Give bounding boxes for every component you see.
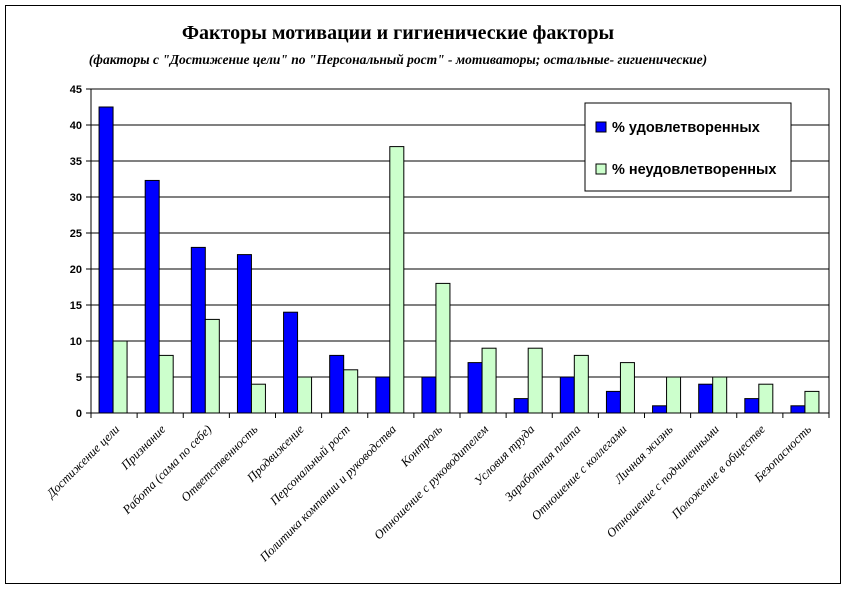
legend: % удовлетворенных % неудовлетворенных bbox=[584, 102, 792, 192]
bar-dissatisfied bbox=[619, 362, 635, 414]
bar-satisfied bbox=[605, 390, 621, 414]
bar-satisfied bbox=[236, 254, 252, 414]
bar-dissatisfied bbox=[343, 369, 359, 414]
bar-dissatisfied bbox=[389, 146, 405, 414]
bar-satisfied bbox=[652, 405, 668, 414]
legend-label: % удовлетворенных bbox=[612, 120, 760, 136]
bar-satisfied bbox=[790, 405, 806, 414]
y-tick-label: 30 bbox=[70, 192, 82, 204]
category-label: Ответственность bbox=[178, 422, 260, 504]
y-tick-label: 35 bbox=[70, 156, 82, 168]
bar-dissatisfied bbox=[204, 318, 220, 414]
y-tick-label: 20 bbox=[70, 264, 82, 276]
bar-dissatisfied bbox=[112, 340, 128, 414]
bar-dissatisfied bbox=[250, 383, 266, 414]
bar-dissatisfied bbox=[158, 354, 174, 414]
y-tick-label: 45 bbox=[70, 84, 82, 96]
legend-label: % неудовлетворенных bbox=[612, 162, 777, 178]
y-tick-label: 5 bbox=[76, 372, 82, 384]
category-label: Достижение цели bbox=[43, 422, 122, 501]
bar-satisfied bbox=[375, 376, 391, 414]
y-tick-label: 15 bbox=[70, 300, 82, 312]
chart-title: Факторы мотивации и гигиенические фактор… bbox=[181, 22, 615, 44]
chart-subtitle: (факторы с "Достижение цели" по "Персона… bbox=[88, 52, 708, 67]
legend-swatch bbox=[595, 121, 607, 133]
bar-satisfied bbox=[698, 383, 714, 414]
bar-dissatisfied bbox=[297, 376, 313, 414]
bar-satisfied bbox=[329, 354, 345, 414]
bar-dissatisfied bbox=[804, 390, 820, 414]
category-label: Персональный рост bbox=[267, 422, 353, 508]
bar-satisfied bbox=[559, 376, 575, 414]
bar-satisfied bbox=[467, 362, 483, 414]
category-label: Работа (сама по себе) bbox=[119, 422, 214, 517]
bar-satisfied bbox=[744, 398, 760, 414]
legend-swatch bbox=[595, 163, 607, 175]
bar-satisfied bbox=[421, 376, 437, 414]
bar-dissatisfied bbox=[435, 282, 451, 414]
y-tick-label: 10 bbox=[70, 336, 82, 348]
y-tick-label: 40 bbox=[70, 120, 82, 132]
bar-dissatisfied bbox=[573, 354, 589, 414]
bar-satisfied bbox=[98, 106, 114, 414]
axes bbox=[86, 88, 830, 418]
bar-dissatisfied bbox=[666, 376, 682, 414]
y-tick-label: 25 bbox=[70, 228, 82, 240]
legend-box bbox=[584, 102, 792, 192]
bar-dissatisfied bbox=[527, 347, 543, 414]
y-tick-labels: 0 5 10 15 20 25 30 35 40 45 bbox=[70, 84, 82, 420]
bar-satisfied bbox=[283, 311, 299, 414]
y-tick-label: 0 bbox=[76, 408, 82, 420]
bar-dissatisfied bbox=[481, 347, 497, 414]
bar-dissatisfied bbox=[712, 376, 728, 414]
category-label: Контроль bbox=[397, 422, 445, 470]
bars bbox=[98, 106, 820, 414]
bar-satisfied bbox=[144, 179, 160, 414]
bar-dissatisfied bbox=[758, 383, 774, 414]
bar-satisfied bbox=[190, 246, 206, 414]
bar-satisfied bbox=[513, 398, 529, 414]
chart-frame bbox=[5, 5, 841, 584]
